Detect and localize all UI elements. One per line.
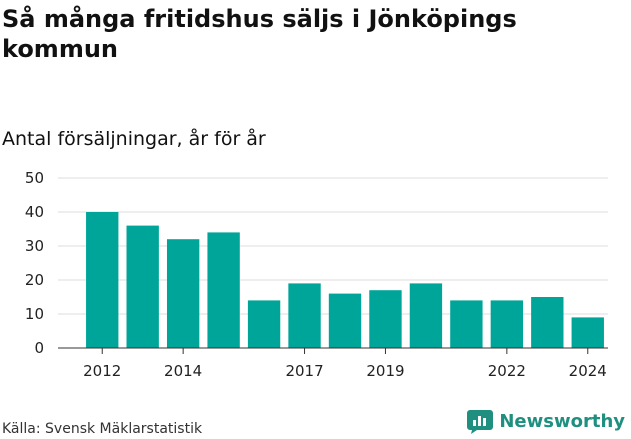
- y-tick-label: 40: [25, 203, 44, 221]
- bar-2018: [328, 293, 362, 348]
- bar-2015: [207, 232, 240, 348]
- brand-name: Newsworthy: [499, 410, 625, 432]
- x-tick-label: 2012: [83, 362, 121, 380]
- brand-logo[interactable]: Newsworthy: [467, 408, 625, 434]
- y-tick-label: 30: [25, 237, 44, 255]
- bar-2013: [126, 225, 159, 348]
- y-tick-label: 50: [25, 169, 44, 187]
- bar-chart: 0 10 20 30 40 50 2012 2014 2017 2019 2022 2024: [25, 169, 608, 380]
- bar-2023: [531, 297, 564, 348]
- y-tick-label: 10: [25, 305, 44, 323]
- chart-title: Så många fritidshus säljs i Jönköpings k…: [2, 5, 517, 63]
- source-note: Källa: Svensk Mäklarstatistik: [2, 421, 203, 437]
- x-tick-label: 2017: [285, 362, 323, 380]
- bars: [86, 212, 604, 348]
- axes: 0 10 20 30 40 50 2012 2014 2017 2019 2022 2024: [25, 169, 608, 380]
- chart-subtitle: Antal försäljningar, år för år: [2, 128, 266, 150]
- y-tick-label: 0: [34, 339, 44, 357]
- x-tick-label: 2014: [164, 362, 202, 380]
- y-tick-label: 20: [25, 271, 44, 289]
- bar-2021: [450, 300, 483, 348]
- bar-2020: [409, 283, 443, 348]
- bar-2016: [247, 300, 281, 348]
- x-tick-label: 2022: [488, 362, 526, 380]
- x-tick-label: 2019: [366, 362, 404, 380]
- bar-2017: [288, 283, 321, 348]
- x-tick-label: 2024: [569, 362, 607, 380]
- bar-2012: [86, 212, 119, 348]
- bar-chart-logo-icon: [467, 410, 494, 434]
- bar-2019: [369, 290, 402, 348]
- bar-2022: [490, 300, 524, 348]
- bar-2014: [166, 239, 200, 348]
- bar-2024: [571, 317, 604, 348]
